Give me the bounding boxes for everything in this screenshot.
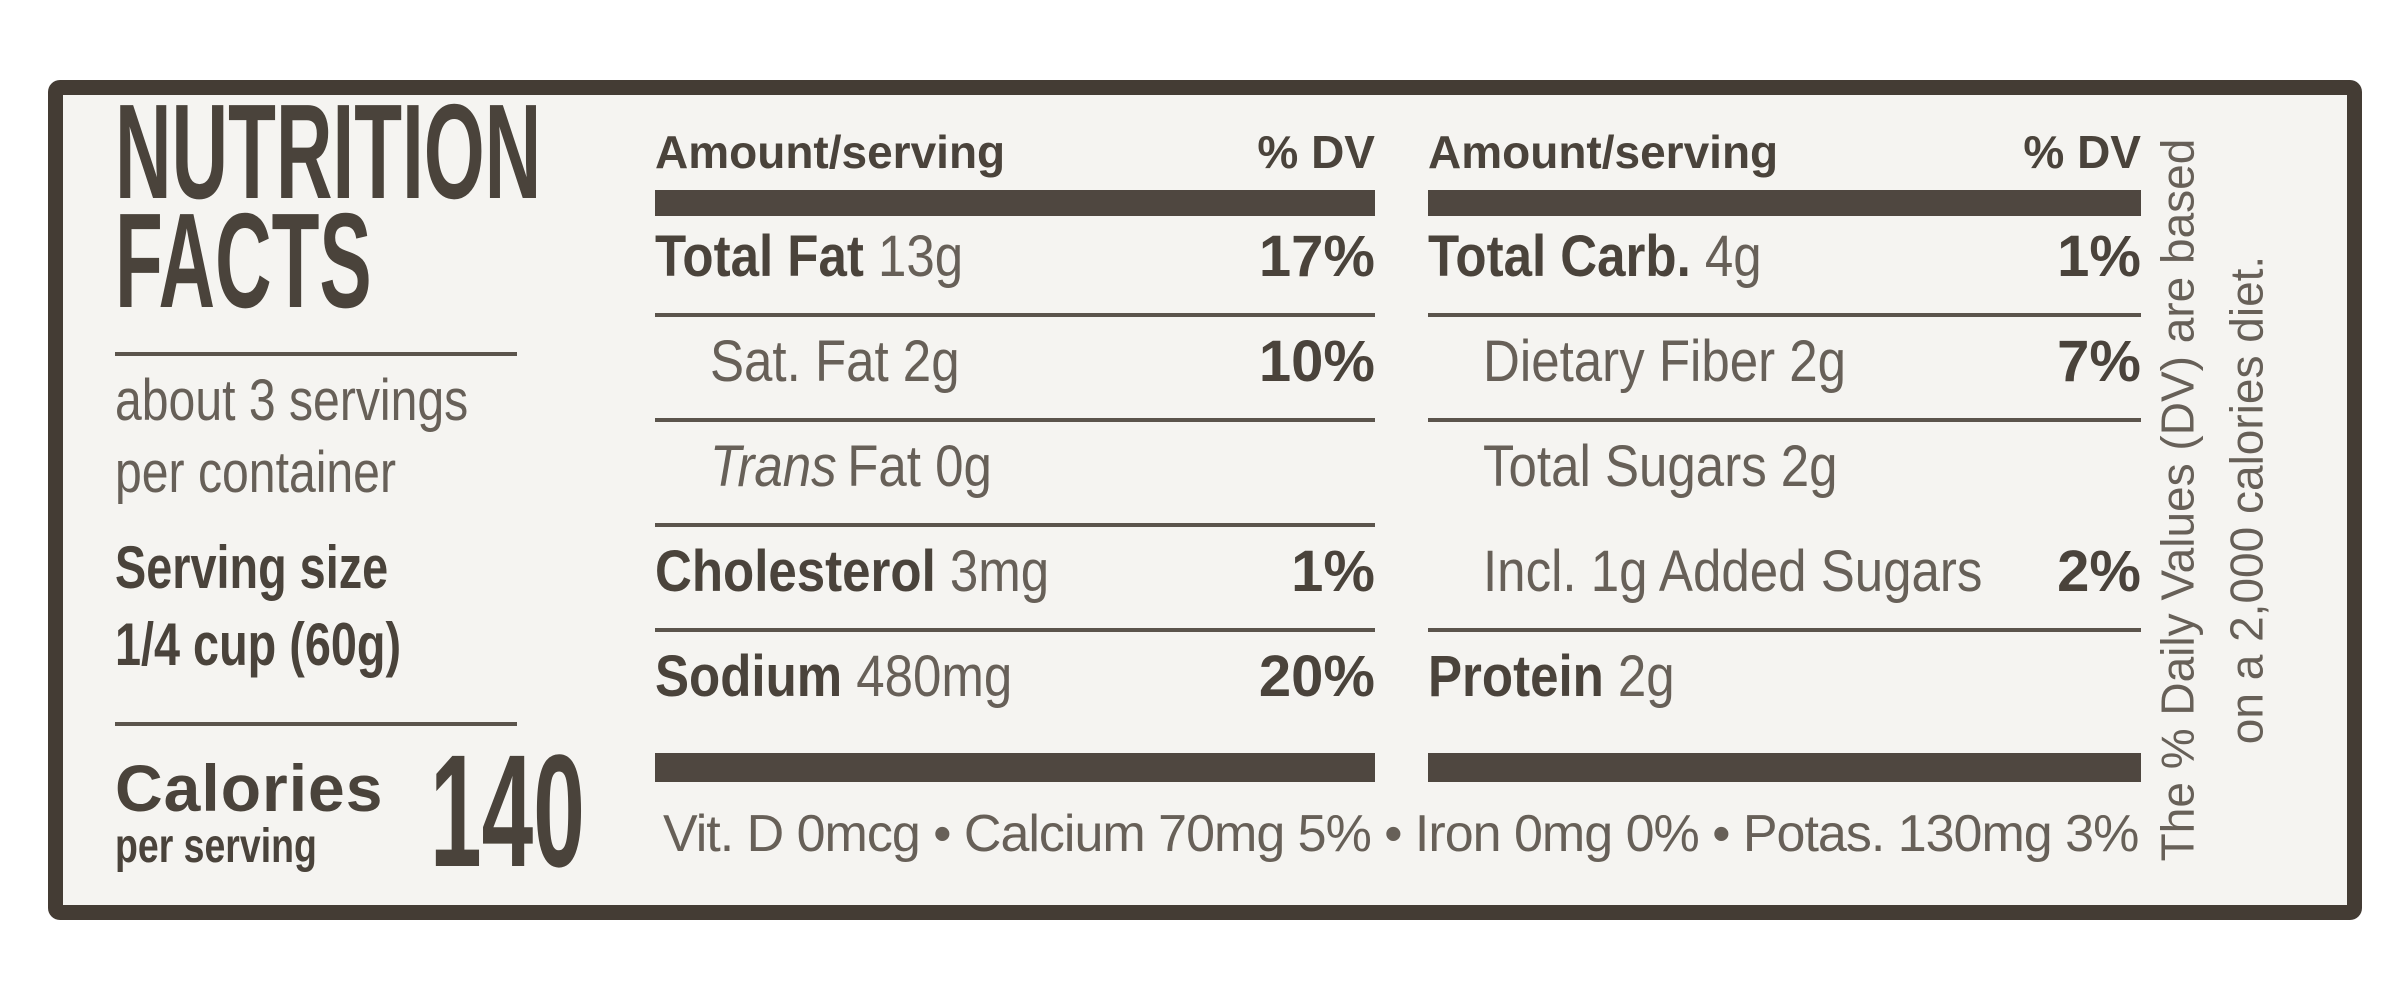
nutrient-dv: 20% xyxy=(1258,643,1375,709)
servings-line-1: about 3 servings xyxy=(115,368,469,433)
nutrient-row-sat-fat: Sat. Fat 2g 10% xyxy=(655,326,1375,396)
nutrient-dv: 1% xyxy=(2057,223,2141,289)
thick-bar xyxy=(1428,753,2141,782)
nutrient-dv: 10% xyxy=(1258,328,1375,394)
calories-label: Calories xyxy=(115,751,384,825)
label-title: NUTRITION FACTS xyxy=(115,76,542,337)
nutrient-amount: 2g xyxy=(1789,328,1846,394)
header-percent-dv: % DV xyxy=(2023,126,2141,178)
title-line-1: NUTRITION xyxy=(115,76,542,227)
nutrient-name: Sodium xyxy=(655,643,843,709)
header-amount-serving: Amount/serving xyxy=(1428,126,1779,178)
nutrient-name: Sat. Fat xyxy=(710,328,889,394)
servings-line-2: per container xyxy=(115,439,396,505)
nutrient-amount: 0g xyxy=(935,433,992,499)
nutrient-row-total-fat: Total Fat 13g 17% xyxy=(655,221,1375,291)
nutrient-row-dietary-fiber: Dietary Fiber 2g 7% xyxy=(1428,326,2141,396)
nutrient-dv: 17% xyxy=(1258,223,1375,289)
nutrient-amount: 3mg xyxy=(949,538,1050,604)
nutrient-dv: 2% xyxy=(2057,538,2141,604)
divider xyxy=(655,418,1375,422)
nutrient-amount: 2g xyxy=(902,328,960,394)
nutrient-name: Fat xyxy=(847,433,921,499)
divider xyxy=(655,313,1375,317)
daily-value-note: The % Daily Values (DV) are based on a 2… xyxy=(2125,95,2300,905)
title-line-2: FACTS xyxy=(115,185,372,337)
servings-per-container: about 3 servings per container xyxy=(115,365,468,509)
divider xyxy=(115,722,517,726)
divider xyxy=(1428,418,2141,422)
divider xyxy=(115,352,517,356)
nutrient-name: Total Sugars xyxy=(1483,433,1767,499)
nutrient-amount: 2g xyxy=(1617,643,1675,709)
thick-bar xyxy=(655,190,1375,216)
nutrient-dv: 1% xyxy=(1291,538,1375,604)
divider xyxy=(1428,628,2141,632)
nutrient-amount: 13g xyxy=(877,223,964,289)
nutrient-amount: 4g xyxy=(1704,223,1762,289)
nutrient-name: Total Carb. xyxy=(1428,223,1691,289)
nutrient-column-1: Amount/serving % DV Total Fat 13g 17% Sa… xyxy=(655,95,1375,905)
calories-value: 140 xyxy=(430,721,585,900)
nutrient-name: Incl. 1g Added Sugars xyxy=(1483,538,1983,604)
calories-sublabel: per serving xyxy=(115,820,317,873)
divider xyxy=(655,628,1375,632)
nutrient-name-italic: Trans xyxy=(710,433,837,499)
thick-bar xyxy=(655,753,1375,782)
nutrient-row-trans-fat: Trans Fat 0g xyxy=(655,431,1375,501)
nutrient-row-cholesterol: Cholesterol 3mg 1% xyxy=(655,536,1375,606)
daily-value-note-line-1: The % Daily Values (DV) are based xyxy=(2151,138,2204,862)
divider xyxy=(1428,313,2141,317)
nutrient-row-protein: Protein 2g xyxy=(1428,641,2141,711)
serving-size-value: 1/4 cup (60g) xyxy=(115,611,402,678)
thick-bar xyxy=(1428,190,2141,216)
nutrient-amount: 2g xyxy=(1780,433,1838,499)
nutrient-name: Total Fat xyxy=(655,223,864,289)
serving-size-label: Serving size xyxy=(115,534,389,601)
header-percent-dv: % DV xyxy=(1257,126,1375,178)
nutrient-name: Dietary Fiber xyxy=(1483,328,1776,394)
daily-value-note-line-2: on a 2,000 calories diet. xyxy=(2220,255,2273,745)
nutrition-facts-label: NUTRITION FACTS about 3 servings per con… xyxy=(48,80,2362,920)
nutrient-name: Protein xyxy=(1428,643,1604,709)
divider xyxy=(655,523,1375,527)
nutrient-column-2: Amount/serving % DV Total Carb. 4g 1% Di… xyxy=(1428,95,2141,905)
nutrient-row-added-sugars: Incl. 1g Added Sugars 2% xyxy=(1428,536,2141,606)
nutrient-dv: 7% xyxy=(2057,328,2141,394)
nutrient-row-sodium: Sodium 480mg 20% xyxy=(655,641,1375,711)
micronutrients-line: Vit. D 0mcg • Calcium 70mg 5% • Iron 0mg… xyxy=(663,805,2139,863)
left-column: NUTRITION FACTS about 3 servings per con… xyxy=(63,76,623,905)
label-inner: NUTRITION FACTS about 3 servings per con… xyxy=(63,76,2347,905)
nutrient-name: Cholesterol xyxy=(655,538,936,604)
nutrient-row-total-carb: Total Carb. 4g 1% xyxy=(1428,221,2141,291)
column-header: Amount/serving % DV xyxy=(655,129,1375,175)
nutrient-row-total-sugars: Total Sugars 2g xyxy=(1428,431,2141,501)
column-header: Amount/serving % DV xyxy=(1428,129,2141,175)
header-amount-serving: Amount/serving xyxy=(655,126,1006,178)
nutrient-amount: 480mg xyxy=(856,643,1013,709)
